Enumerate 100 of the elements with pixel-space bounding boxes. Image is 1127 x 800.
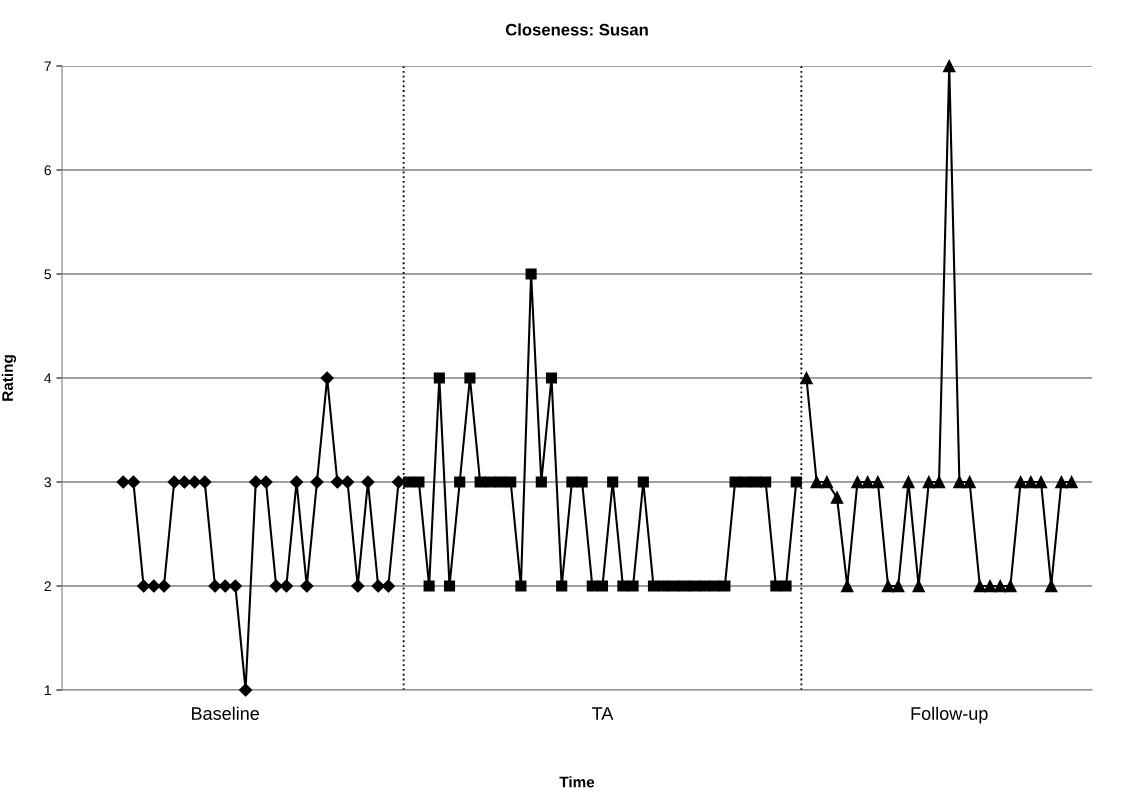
point [464,372,476,384]
point [371,579,385,593]
point [1014,475,1027,489]
point [1034,475,1048,489]
point [198,475,212,489]
point [973,579,987,593]
point [413,476,425,488]
point [729,476,741,488]
point [269,579,283,593]
point [218,579,232,593]
point [116,475,130,489]
point [330,475,344,489]
x-tick-label: TA [592,707,614,720]
point [556,580,568,592]
point [136,579,151,593]
y-tick-label: 6 [44,165,51,176]
point [820,475,834,489]
point [627,580,639,592]
y-axis-title: Rating [1,355,17,401]
x-tick-label: Baseline [192,706,259,720]
point [1044,579,1058,593]
point [391,475,406,489]
point [800,371,813,385]
point [770,580,782,592]
point [891,579,905,593]
point [881,579,895,593]
point [871,475,885,489]
point [566,476,578,488]
point [1004,579,1017,593]
point [963,475,976,489]
point [760,476,772,488]
point [617,580,629,592]
point [177,475,191,489]
point [157,579,171,593]
point [851,475,864,489]
point [443,580,456,592]
point [688,580,700,592]
point [932,475,946,489]
point [698,580,711,592]
point [1024,475,1038,489]
point [279,579,293,593]
point [454,476,466,488]
point [126,475,140,489]
point [187,475,202,489]
point [167,475,181,489]
point [474,476,486,488]
point [749,476,762,488]
point [310,475,324,489]
point [259,475,273,489]
point [658,580,670,592]
point [340,475,355,489]
point [810,475,823,489]
y-tick-label: 1 [44,685,51,696]
point [484,476,496,488]
point [739,476,751,488]
point [494,476,507,488]
point [403,476,415,488]
point [902,475,915,489]
point [709,580,721,592]
point [607,476,619,488]
point [668,580,680,592]
point [719,580,731,592]
y-tick-label: 7 [44,61,51,72]
point [830,491,844,504]
point [840,579,854,593]
point [545,372,558,384]
x-axis-title: Time [559,776,595,788]
point [525,268,537,280]
point [678,580,690,592]
point [147,579,161,593]
point [922,475,936,489]
point [780,580,792,592]
y-tick-label: 3 [44,477,51,488]
point [993,579,1007,593]
point [637,476,649,488]
point [596,580,609,592]
point [361,475,375,489]
point [942,59,956,73]
point [238,683,253,697]
point [289,475,304,489]
point [423,580,435,592]
point [790,476,802,488]
point [861,475,874,489]
point [535,476,547,488]
point [228,579,242,593]
point [1065,475,1078,489]
point [912,579,925,593]
point [586,580,598,592]
point [647,580,660,592]
y-tick-label: 5 [44,269,51,280]
point [505,476,517,488]
point [351,579,365,593]
chart-title: Closeness: Susan [505,23,648,36]
y-tick-label: 2 [44,581,51,592]
point [953,475,966,489]
point [249,475,263,489]
y-tick-label: 4 [44,373,52,384]
point [515,580,527,592]
point [983,579,997,593]
point [576,476,588,488]
